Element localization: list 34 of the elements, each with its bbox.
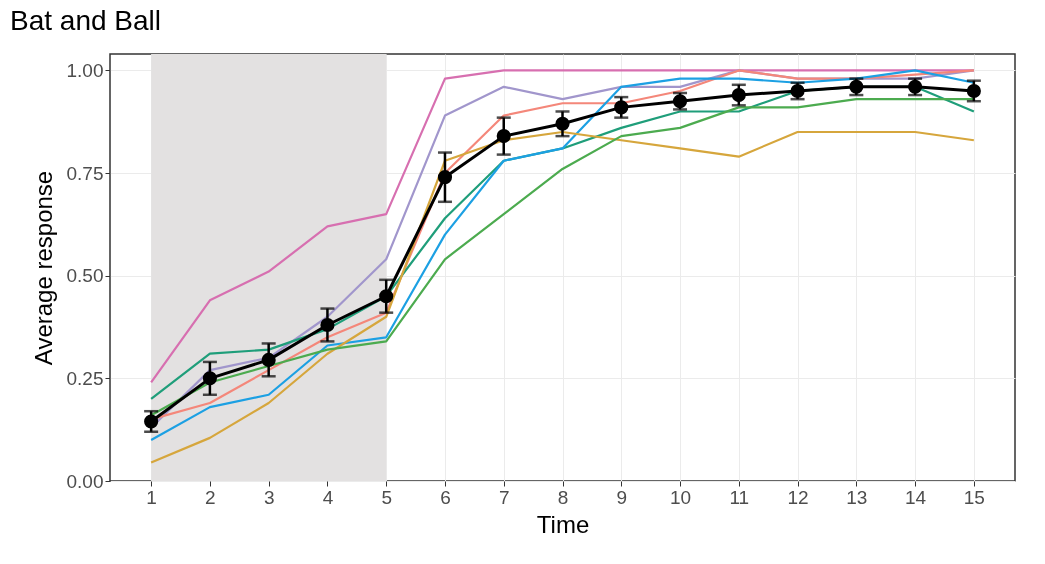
point — [261, 352, 276, 367]
point — [379, 289, 394, 304]
x-tick-label: 10 — [669, 486, 692, 508]
x-tick-label: 5 — [381, 486, 392, 508]
x-tick-label: 13 — [846, 486, 868, 508]
point — [496, 129, 511, 144]
point — [202, 371, 217, 386]
x-tick-label: 6 — [440, 486, 451, 508]
x-tick-label: 8 — [557, 486, 569, 508]
x-tick-label: 11 — [729, 486, 750, 508]
x-tick-label: 1 — [146, 486, 157, 508]
x-tick-label: 4 — [322, 486, 334, 508]
point — [144, 414, 159, 429]
point — [614, 100, 629, 115]
x-tick-label: 12 — [787, 486, 809, 508]
point — [320, 317, 335, 333]
x-tick-label: 3 — [263, 486, 275, 508]
point — [555, 116, 570, 131]
point — [437, 170, 453, 185]
y-tick-label: 0.25 — [66, 367, 104, 389]
x-tick-label: 2 — [205, 486, 216, 508]
x-tick-label: 14 — [905, 486, 927, 508]
chart-title: Bat and Ball — [10, 5, 161, 36]
y-tick-label: 0.00 — [66, 470, 104, 492]
x-axis-title: Time — [536, 510, 590, 538]
x-tick-label: 15 — [963, 486, 985, 508]
y-tick-label: 0.75 — [66, 162, 104, 184]
point — [731, 88, 746, 103]
x-tick-label: 7 — [498, 486, 510, 508]
point — [966, 83, 981, 99]
x-tick-label: 9 — [616, 486, 628, 508]
y-axis-title: Average response — [29, 170, 57, 366]
y-tick-label: 0.50 — [66, 265, 104, 287]
y-tick-label: 1.00 — [66, 59, 104, 81]
